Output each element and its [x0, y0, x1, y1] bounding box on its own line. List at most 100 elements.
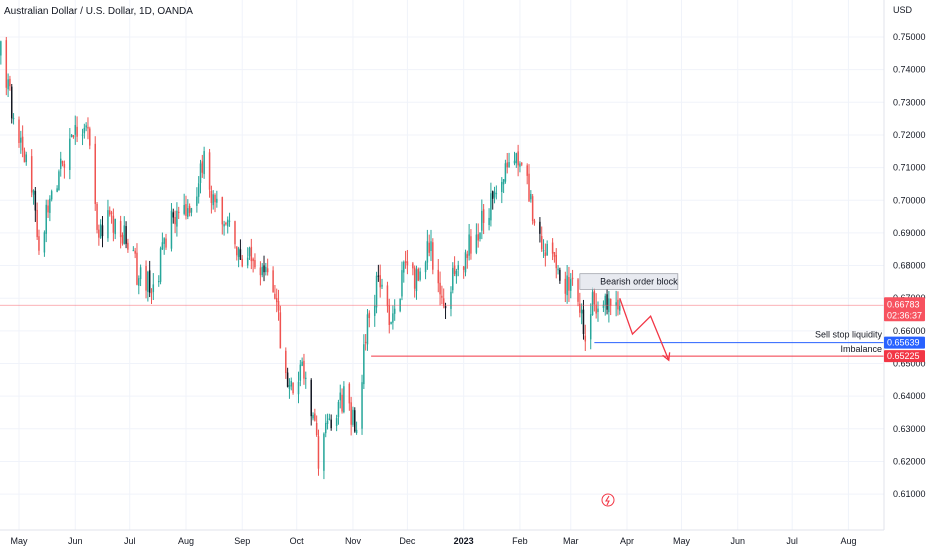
- candle-body: [109, 210, 111, 215]
- candle-body: [482, 209, 485, 223]
- candle-body: [0, 41, 2, 56]
- candle-body: [515, 153, 518, 164]
- price-tick-label: 0.74000: [893, 65, 926, 75]
- candle-body: [150, 292, 153, 294]
- candle-body: [428, 242, 430, 253]
- candle-body: [152, 284, 155, 292]
- candle-body: [519, 163, 521, 167]
- candle-body: [539, 221, 541, 234]
- candle-body: [368, 312, 371, 319]
- candle-body: [94, 143, 96, 205]
- candle-body: [559, 269, 561, 281]
- candle-body: [591, 292, 594, 316]
- price-tick-label: 0.75000: [893, 32, 926, 42]
- candle-body: [188, 205, 191, 213]
- candle-body: [170, 210, 173, 249]
- candle-body: [314, 413, 316, 421]
- candle-body: [89, 128, 91, 146]
- candle-body: [172, 212, 175, 218]
- candle-body: [107, 210, 109, 239]
- candle-body: [373, 305, 376, 316]
- price-axis[interactable]: 0.75000 0.74000 0.73000 0.72000 0.71000 0.700…: [883, 0, 926, 530]
- time-tick-label: Aug: [178, 536, 194, 546]
- candle-body: [343, 386, 345, 413]
- candle-body: [526, 165, 528, 176]
- candle-body: [412, 263, 414, 269]
- candle-body: [201, 161, 204, 173]
- candle-body: [165, 238, 167, 248]
- candle-body: [403, 262, 405, 273]
- candle-body: [96, 203, 98, 230]
- time-tick-label: Feb: [512, 536, 528, 546]
- candle-body: [455, 270, 458, 277]
- candle-body: [413, 267, 416, 289]
- candle-body: [453, 265, 456, 274]
- candle-body: [337, 401, 340, 418]
- candle-body: [138, 278, 140, 286]
- candle-body: [10, 86, 13, 119]
- time-tick-label: Jun: [730, 536, 745, 546]
- candle-body: [557, 268, 559, 271]
- candle-body: [441, 295, 443, 298]
- candle-body: [110, 212, 113, 214]
- candle-body: [199, 163, 202, 183]
- candle-body: [464, 252, 467, 273]
- candle-body: [399, 298, 401, 312]
- candle-body: [223, 224, 225, 227]
- candle-body: [315, 423, 318, 436]
- candle-body: [462, 266, 465, 270]
- candle-body: [226, 219, 229, 227]
- candle-body: [582, 309, 585, 335]
- price-tick-label: 0.61000: [893, 489, 926, 499]
- candle-body: [174, 216, 176, 225]
- candle-body: [241, 258, 243, 267]
- candle-body: [570, 279, 572, 291]
- candle-body: [508, 162, 510, 167]
- candle-body: [330, 419, 332, 429]
- candle-body: [69, 138, 71, 170]
- time-axis[interactable]: May Jun Jul Aug Sep Oct Nov Dec 2023 Feb Mar Apr May…: [0, 529, 884, 546]
- candle-body: [324, 422, 327, 434]
- candle-body: [544, 252, 547, 257]
- time-tick-label: Nov: [345, 536, 362, 546]
- candle-body: [177, 211, 180, 214]
- candle-body: [297, 381, 300, 395]
- candle-body: [265, 266, 267, 273]
- candle-body: [491, 191, 494, 199]
- candle-body: [470, 236, 472, 254]
- time-tick-label: Dec: [399, 536, 416, 546]
- candle-body: [419, 271, 421, 280]
- candle-body: [214, 194, 216, 203]
- candle-body: [606, 294, 608, 310]
- candle-body: [602, 304, 605, 308]
- candle-body: [208, 152, 211, 190]
- candle-body: [190, 208, 193, 213]
- price-tick-label: 0.72000: [893, 130, 926, 140]
- price-tick-label: 0.69000: [893, 228, 926, 238]
- candle-body: [502, 179, 505, 185]
- candle-body: [354, 410, 356, 432]
- candle-body: [377, 275, 380, 277]
- candle-body: [366, 314, 369, 345]
- candle-body: [237, 248, 240, 257]
- candle-body: [145, 266, 147, 291]
- candle-body: [161, 242, 164, 250]
- candle-body: [9, 78, 11, 87]
- candle-body: [323, 433, 325, 471]
- alert-icon[interactable]: [601, 493, 615, 507]
- candle-body: [568, 277, 570, 291]
- candle-body: [450, 291, 452, 309]
- candle-body: [553, 252, 556, 257]
- candle-body: [517, 151, 519, 166]
- candle-body: [234, 221, 236, 245]
- time-tick-label: May: [673, 536, 691, 546]
- candle-body: [252, 258, 254, 262]
- candle-body: [379, 275, 381, 288]
- time-tick-label: Oct: [290, 536, 305, 546]
- price-tick-label: 0.63000: [893, 424, 926, 434]
- candle-body: [275, 297, 278, 303]
- candle-body: [452, 267, 454, 291]
- candle-body: [163, 238, 165, 244]
- countdown-timer: 02:36:37: [887, 310, 922, 320]
